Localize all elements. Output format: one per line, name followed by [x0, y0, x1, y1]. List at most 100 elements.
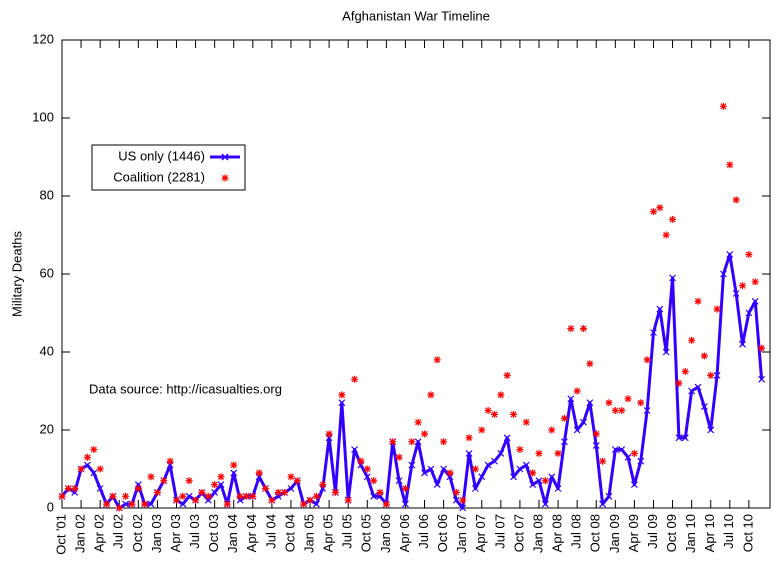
data-point [312, 500, 320, 508]
data-point [421, 430, 429, 438]
data-point [560, 414, 568, 422]
data-point [675, 379, 683, 387]
data-point [440, 465, 448, 473]
data-point [440, 438, 448, 446]
data-point [262, 485, 270, 492]
data-point [287, 485, 295, 492]
data-point [535, 449, 543, 457]
data-point [675, 434, 683, 442]
data-point [681, 368, 689, 375]
data-point [586, 399, 594, 407]
data-point [459, 504, 467, 512]
x-tick-label: Oct 09 [664, 514, 679, 552]
data-point [312, 492, 320, 500]
data-point [478, 473, 486, 481]
data-point [719, 102, 727, 110]
data-point [242, 492, 250, 500]
x-tick-label: Apr 07 [473, 514, 488, 552]
x-tick-label: Jan 10 [683, 514, 698, 553]
data-point [122, 500, 130, 508]
data-point [287, 473, 295, 481]
data-point [338, 399, 346, 407]
data-point [688, 336, 696, 344]
data-point [230, 461, 238, 469]
data-point [192, 496, 200, 504]
data-point [179, 500, 187, 508]
data-point [535, 477, 543, 485]
x-tick-label: Jul 06 [416, 514, 431, 549]
data-point [643, 407, 651, 414]
data-point [370, 492, 378, 500]
data-point [503, 371, 511, 379]
data-point [382, 500, 390, 508]
data-point [160, 477, 168, 485]
data-point [618, 407, 626, 414]
data-point [605, 399, 613, 407]
data-point [71, 485, 79, 492]
y-tick-label: 100 [32, 109, 54, 124]
data-point [134, 485, 142, 492]
x-tick-label: Jul 07 [492, 514, 507, 549]
data-point [83, 453, 91, 461]
data-point [637, 399, 645, 407]
data-point [541, 477, 549, 485]
data-point [344, 496, 352, 504]
data-point [484, 461, 492, 469]
data-point [580, 325, 588, 333]
data-point [510, 410, 518, 418]
data-point [503, 434, 511, 442]
data-point [211, 481, 219, 489]
data-point [147, 500, 155, 508]
x-tick-label: Jan 06 [378, 514, 393, 553]
x-tick-label: Oct '01 [53, 514, 68, 555]
data-point [459, 496, 467, 504]
data-point [122, 492, 130, 500]
data-point [681, 434, 689, 442]
x-tick-label: Jul 05 [340, 514, 355, 549]
data-point [751, 278, 759, 286]
x-tick-label: Jan 05 [301, 514, 316, 553]
data-point [688, 387, 696, 395]
data-point [293, 477, 301, 485]
x-tick-label: Apr 04 [244, 514, 259, 552]
data-point [58, 492, 66, 500]
data-point [408, 461, 416, 469]
data-point [548, 473, 556, 481]
data-point [649, 208, 657, 216]
data-point [268, 496, 276, 504]
data-point [433, 356, 441, 364]
data-point [758, 375, 766, 383]
data-point [77, 465, 85, 473]
x-tick-label: Jan 09 [607, 514, 622, 553]
data-point [599, 457, 607, 465]
data-point [179, 492, 187, 500]
data-point [554, 449, 562, 457]
x-tick-label: Jan 08 [530, 514, 545, 553]
data-point [351, 446, 358, 453]
data-point [421, 469, 428, 477]
data-point [185, 477, 193, 485]
data-point [643, 356, 651, 364]
data-point [204, 492, 212, 500]
data-point [624, 453, 632, 461]
data-point [408, 438, 416, 446]
x-tick-label: Oct 06 [435, 514, 450, 552]
data-point [96, 485, 104, 492]
legend-marker [221, 153, 229, 161]
data-point [452, 488, 460, 496]
data-point [166, 457, 174, 465]
data-point [484, 407, 492, 414]
x-tick-label: Oct 02 [130, 514, 145, 552]
data-point [732, 290, 740, 297]
x-tick-label: Apr 10 [702, 514, 717, 552]
data-point [128, 500, 136, 508]
data-point [427, 391, 435, 399]
data-point [109, 492, 117, 500]
data-point [567, 395, 575, 403]
data-point [153, 488, 161, 496]
data-point [720, 270, 727, 278]
data-point [370, 477, 378, 485]
data-point [230, 469, 238, 477]
data-point [211, 488, 219, 496]
data-point [103, 500, 111, 508]
